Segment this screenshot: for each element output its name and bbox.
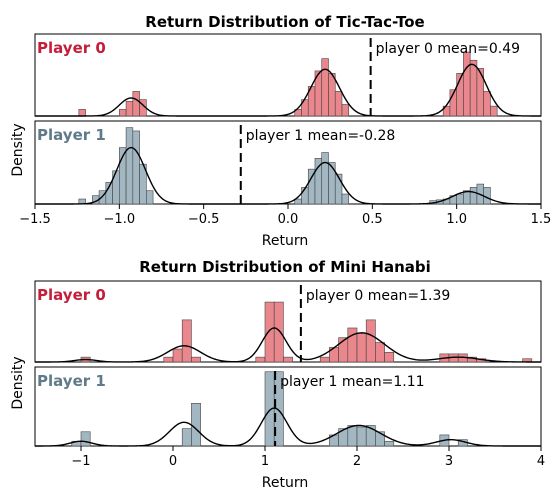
histogram-bar: [146, 190, 154, 205]
x-tick-label: 2: [353, 454, 361, 469]
histogram-bar: [384, 440, 395, 447]
panel-player-0: player 0 mean=0.49 Player 0: [34, 33, 542, 117]
histogram-bar: [375, 342, 385, 363]
histogram-bar: [273, 371, 284, 447]
histogram-bar: [78, 109, 86, 117]
x-tick-label: 0.0: [278, 212, 299, 227]
chart-title: Return Distribution of Mini Hanabi: [139, 258, 431, 276]
x-tick-label: 0: [169, 454, 177, 469]
histogram-bar: [347, 425, 358, 447]
x-axis-label: Return: [262, 233, 308, 249]
histogram-bar: [456, 193, 464, 205]
histogram-bar: [328, 73, 336, 117]
histogram-bar: [365, 319, 376, 363]
histogram-bar: [483, 187, 491, 205]
histogram-bar: [172, 348, 183, 363]
x-axis-ticks: −1.5 −1.0 −0.5 0.0 0.5 1.0 1.5: [19, 204, 551, 227]
kde-curve: [35, 407, 541, 447]
mean-label: player 1 mean=-0.28: [246, 128, 395, 144]
histogram-bar: [483, 91, 491, 117]
histogram-bar: [469, 59, 478, 117]
histogram-bar: [119, 109, 127, 117]
histogram-bar: [490, 105, 498, 117]
histogram-bar: [125, 100, 134, 117]
panel-player-1: player 1 mean=1.11 Player 1: [34, 366, 542, 447]
x-tick-label: 1.5: [531, 212, 552, 227]
kde-curve: [35, 327, 541, 363]
mean-label: player 0 mean=1.39: [306, 288, 450, 304]
histogram-bar: [384, 351, 395, 363]
histogram-bar: [132, 130, 140, 205]
histogram-bar: [191, 403, 201, 447]
histogram-bar: [334, 173, 343, 205]
player-label: Player 0: [37, 286, 106, 304]
histogram-bar: [356, 332, 367, 363]
x-tick-label: 3: [445, 454, 453, 469]
x-axis-ticks: −1 0 1 2 3 4: [71, 446, 545, 469]
histogram-bar: [191, 356, 201, 363]
panel-frame: [34, 280, 542, 363]
x-tick-label: 4: [537, 454, 545, 469]
histogram-bar: [294, 198, 302, 205]
histogram-bar: [80, 431, 91, 447]
histogram-bar: [334, 91, 343, 117]
panel-player-0: player 0 mean=1.39 Player 0: [34, 280, 542, 363]
histogram-bar: [469, 187, 478, 205]
player-label: Player 1: [37, 126, 106, 144]
x-tick-label: −0.5: [188, 212, 220, 227]
x-tick-label: −1: [71, 454, 90, 469]
chart-tictactoe: Return Distribution of Tic-Tac-Toe playe…: [10, 13, 551, 249]
x-tick-label: −1.5: [19, 212, 51, 227]
histogram-bar: [463, 51, 471, 117]
x-tick-label: −1.0: [104, 212, 136, 227]
panel-frame: [34, 366, 542, 447]
histogram-bar: [375, 431, 385, 447]
histogram-bar: [341, 193, 350, 205]
histogram-bar: [341, 104, 350, 117]
histogram-bar: [283, 356, 293, 363]
histogram-bar: [356, 426, 367, 447]
histogram-bar: [181, 319, 192, 363]
chart-mini-hanabi: Return Distribution of Mini Hanabi playe…: [10, 258, 545, 491]
histogram-bar: [255, 356, 266, 363]
panel-frame: [34, 33, 542, 117]
histogram-bar: [181, 428, 192, 447]
histogram-bar: [132, 91, 140, 117]
x-tick-label: 1.0: [446, 212, 467, 227]
panel-player-1: player 1 mean=-0.28 Player 1: [34, 120, 542, 205]
histogram-bar: [264, 301, 275, 363]
histogram-bar: [163, 356, 174, 363]
x-axis-label: Return: [262, 475, 308, 491]
x-tick-label: 1: [261, 454, 269, 469]
player-label: Player 1: [37, 372, 106, 390]
histogram-bar: [321, 58, 329, 117]
y-axis-label: Density: [10, 123, 26, 176]
histogram-bar: [319, 356, 330, 363]
histogram-bar: [328, 162, 336, 205]
histogram-bar: [321, 152, 329, 205]
mean-label: player 0 mean=0.49: [376, 41, 520, 57]
chart-title: Return Distribution of Tic-Tac-Toe: [145, 13, 424, 31]
kde-curve: [35, 63, 541, 117]
mean-label: player 1 mean=1.11: [280, 374, 424, 390]
player-label: Player 0: [37, 39, 106, 57]
x-tick-label: 0.5: [362, 212, 383, 227]
histogram-bar: [125, 127, 134, 205]
histogram-bar: [273, 301, 284, 363]
histogram-bar: [463, 190, 471, 205]
kde-curve: [35, 146, 541, 205]
histogram-bar: [347, 327, 358, 363]
y-axis-label: Density: [10, 356, 26, 409]
